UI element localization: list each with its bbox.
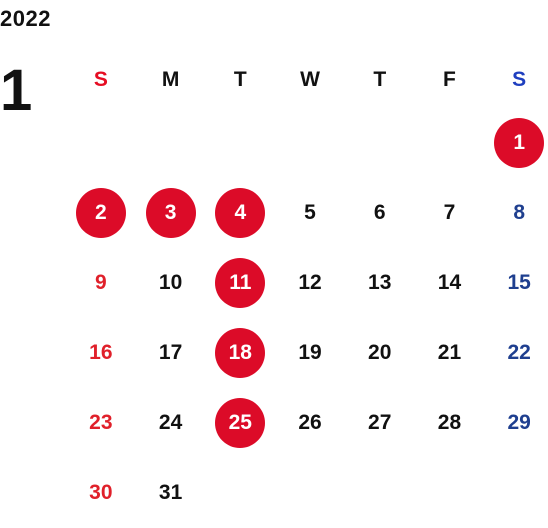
- empty-cell: [275, 458, 345, 528]
- weekday-monday: M: [161, 68, 180, 91]
- day-cell[interactable]: 15: [484, 248, 548, 318]
- day-cell[interactable]: 3: [136, 178, 206, 248]
- day-cell[interactable]: 5: [275, 178, 345, 248]
- week-row: 2 3 4 5 6 7 8: [66, 178, 548, 248]
- day-cell[interactable]: 9: [66, 248, 136, 318]
- week-row: 9 10 11 12 13 14 15: [66, 248, 548, 318]
- day-number: 8: [513, 201, 526, 224]
- day-number: 25: [228, 411, 252, 434]
- day-cell[interactable]: 19: [275, 318, 345, 388]
- day-cell[interactable]: 12: [275, 248, 345, 318]
- holiday-marker: [215, 188, 266, 238]
- holiday-marker: [215, 398, 266, 448]
- day-number: 27: [368, 411, 392, 434]
- empty-cell: [484, 458, 548, 528]
- day-cell[interactable]: 23: [66, 388, 136, 458]
- day-number: 24: [158, 411, 183, 434]
- weekday-friday: F: [443, 68, 456, 91]
- day-cell[interactable]: 18: [205, 318, 275, 388]
- day-number: 29: [507, 411, 531, 434]
- day-number: 26: [298, 411, 322, 434]
- day-number: 30: [89, 481, 113, 504]
- week-row: 23 24 25 26 27 28 29: [66, 388, 548, 458]
- day-number: 14: [437, 271, 462, 294]
- month-number: 1: [0, 58, 33, 123]
- holiday-marker: [145, 188, 196, 238]
- day-number: 21: [437, 341, 462, 364]
- year-label: 2022: [0, 6, 51, 31]
- empty-cell: [415, 458, 485, 528]
- day-cell[interactable]: 17: [136, 318, 206, 388]
- holiday-marker: [494, 118, 545, 168]
- weekday-header-row: S M T W T F S: [66, 52, 548, 108]
- day-number: 6: [373, 201, 386, 224]
- calendar-grid: S M T W T F S 1 2 3 4 5 6 7 8 9 10 11 12 13 14 15 16 17 1…: [66, 52, 548, 528]
- day-cell[interactable]: 4: [205, 178, 275, 248]
- weekday-sunday: S: [93, 68, 108, 91]
- empty-cell: [136, 108, 206, 178]
- day-number: 31: [158, 481, 183, 504]
- day-number: 10: [158, 271, 183, 294]
- day-cell[interactable]: 8: [484, 178, 548, 248]
- week-row: 16 17 18 19 20 21 22: [66, 318, 548, 388]
- day-number: 13: [368, 271, 392, 294]
- day-cell[interactable]: 16: [66, 318, 136, 388]
- day-number: 12: [298, 271, 322, 294]
- day-cell[interactable]: 24: [136, 388, 206, 458]
- empty-cell: [205, 108, 275, 178]
- day-cell[interactable]: 13: [345, 248, 415, 318]
- day-number: 22: [507, 341, 531, 364]
- day-number: 11: [229, 271, 252, 294]
- day-cell[interactable]: 14: [415, 248, 485, 318]
- day-cell[interactable]: 28: [415, 388, 485, 458]
- day-cell[interactable]: 22: [484, 318, 548, 388]
- day-number: 15: [507, 271, 531, 294]
- holiday-marker: [76, 188, 126, 238]
- weeks-container: 1 2 3 4 5 6 7 8 9 10 11 12 13 14 15 16 17 18 19 20 21 22 23 24 2…: [66, 108, 548, 528]
- day-number: 2: [95, 201, 107, 224]
- day-cell[interactable]: 30: [66, 458, 136, 528]
- empty-cell: [275, 108, 345, 178]
- weekday-wednesday: W: [300, 68, 320, 91]
- day-cell[interactable]: 31: [136, 458, 206, 528]
- week-row: 1: [66, 108, 548, 178]
- day-cell[interactable]: 25: [205, 388, 275, 458]
- day-number: 23: [89, 411, 113, 434]
- week-row: 30 31: [66, 458, 548, 528]
- day-cell[interactable]: 26: [275, 388, 345, 458]
- day-number: 20: [368, 341, 392, 364]
- day-number: 5: [304, 201, 316, 224]
- weekday-thursday: T: [373, 68, 387, 91]
- day-number: 17: [158, 341, 183, 364]
- day-cell[interactable]: 11: [205, 248, 275, 318]
- day-cell[interactable]: 2: [66, 178, 136, 248]
- day-number: 1: [513, 131, 526, 154]
- day-cell[interactable]: 29: [484, 388, 548, 458]
- weekday-saturday: S: [512, 68, 527, 91]
- holiday-marker: [215, 258, 266, 308]
- day-number: 28: [437, 411, 462, 434]
- day-cell[interactable]: 20: [345, 318, 415, 388]
- day-number: 7: [443, 201, 456, 224]
- empty-cell: [415, 108, 485, 178]
- day-cell[interactable]: 21: [415, 318, 485, 388]
- day-cell[interactable]: 27: [345, 388, 415, 458]
- day-cell[interactable]: 7: [415, 178, 485, 248]
- day-number: 9: [95, 271, 107, 294]
- empty-cell: [66, 108, 136, 178]
- day-number: 4: [234, 201, 247, 224]
- day-cell[interactable]: 1: [484, 108, 548, 178]
- day-number: 19: [298, 341, 322, 364]
- holiday-marker: [215, 328, 266, 378]
- empty-cell: [345, 108, 415, 178]
- day-cell[interactable]: 10: [136, 248, 206, 318]
- empty-cell: [205, 458, 275, 528]
- day-number: 18: [228, 341, 252, 364]
- day-number: 3: [164, 201, 177, 224]
- day-cell[interactable]: 6: [345, 178, 415, 248]
- empty-cell: [345, 458, 415, 528]
- weekday-tuesday: T: [233, 68, 247, 91]
- day-number: 16: [89, 341, 113, 364]
